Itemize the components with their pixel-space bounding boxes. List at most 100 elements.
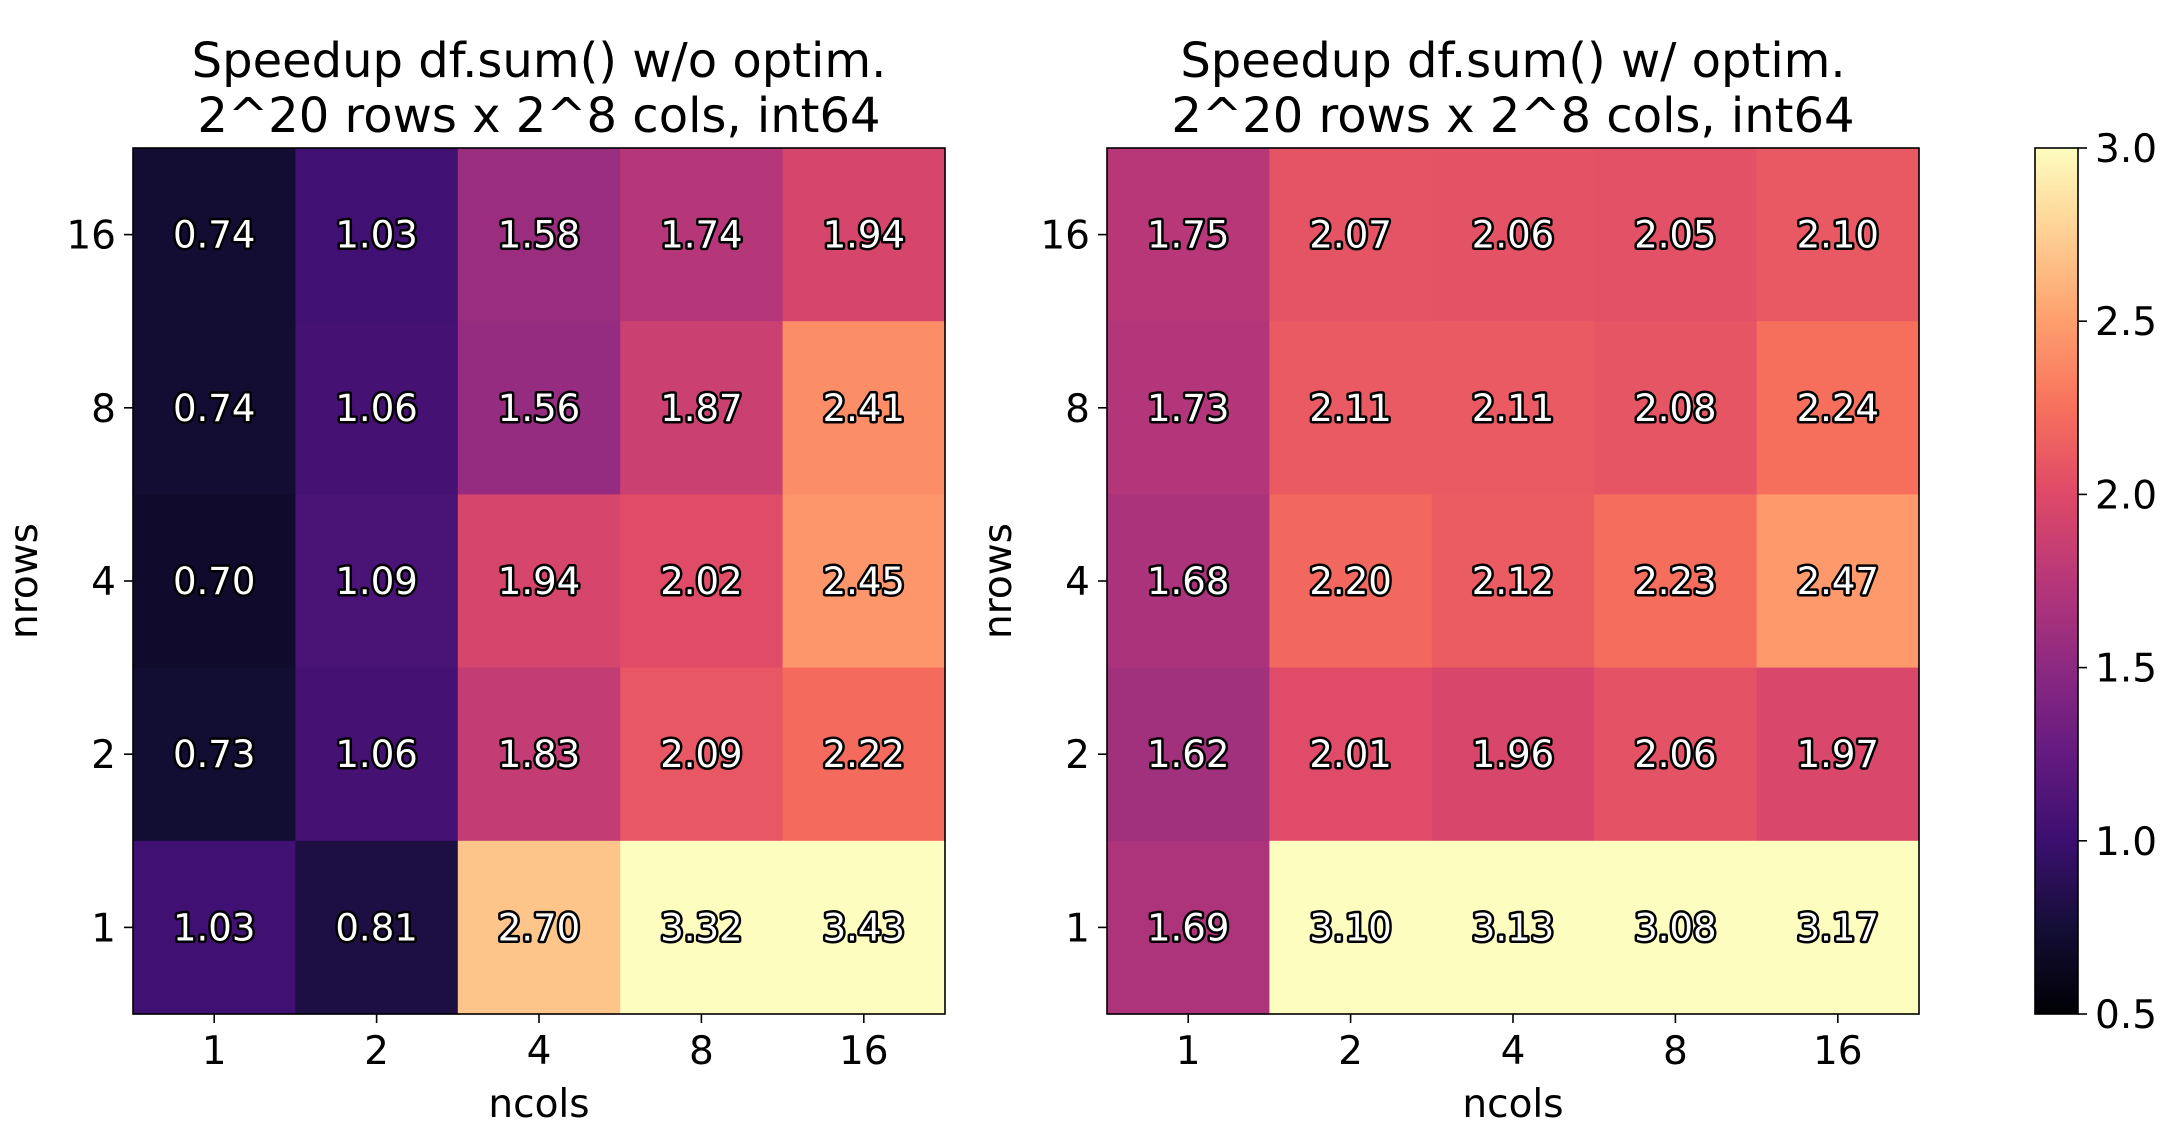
heatmap-cell [133, 840, 296, 1015]
heatmap-cell-label: 2.07 [1309, 214, 1391, 257]
heatmap-cell [295, 667, 459, 842]
x-tick-label: 16 [839, 1029, 889, 1074]
heatmap-cell-label: 1.69 [1147, 906, 1229, 949]
heatmap-cell [1431, 840, 1595, 1015]
y-tick-label: 2 [1065, 733, 1090, 778]
colorbar-gradient [2035, 148, 2078, 1014]
heatmap-cell-label: 1.83 [498, 733, 580, 776]
colorbar-frame [2034, 147, 2079, 1015]
heatmap-cell-label: 2.08 [1634, 387, 1716, 430]
heatmap-cell-label: 1.56 [498, 387, 580, 430]
colorbar: 0.5 1.0 1.5 2.0 2.5 3.0 [2034, 127, 2157, 1038]
heatmap-cell-label: 1.96 [1472, 733, 1554, 776]
heatmap-cell-label: 1.73 [1147, 387, 1229, 430]
heatmap-cell-label: 1.74 [660, 214, 742, 257]
heatmap-cell [1756, 494, 1920, 669]
heatmap-cell [1107, 321, 1270, 495]
heatmap-cell [782, 840, 946, 1015]
heatmap-cell [620, 148, 784, 322]
heatmap-cell [1269, 840, 1433, 1015]
colorbar-tick-label: 0.5 [2095, 993, 2157, 1038]
heatmap-cell [1107, 840, 1270, 1015]
colorbar-tick-label: 1.0 [2095, 820, 2157, 865]
heatmap-cell [1431, 494, 1595, 669]
heatmap-cell [295, 840, 459, 1015]
heatmap-cell-label: 1.09 [335, 560, 417, 603]
y-tick-label: 8 [1065, 387, 1090, 432]
y-tick-label: 2 [91, 733, 116, 778]
heatmap-cell [1269, 667, 1433, 842]
heatmap-cell [1107, 667, 1270, 842]
chart-title-line2: 2^20 rows x 2^8 cols, int64 [1171, 88, 1854, 144]
heatmap-cell [1594, 148, 1758, 322]
y-tick-label: 8 [91, 387, 116, 432]
heatmap-cell-label: 3.10 [1309, 906, 1391, 949]
heatmap-cell-label: 1.97 [1797, 733, 1879, 776]
heatmap-cell [1269, 321, 1433, 495]
colorbar-tick-label: 3.0 [2095, 127, 2157, 172]
heatmap-cell-label: 3.17 [1797, 906, 1879, 949]
heatmap-cell [782, 667, 946, 842]
x-tick-label: 8 [1663, 1029, 1688, 1074]
heatmap-cell [457, 321, 621, 495]
y-tick-label: 16 [66, 214, 116, 259]
chart-title-line1: Speedup df.sum() w/ optim. [1180, 33, 1845, 89]
y-tick-label: 4 [1065, 560, 1090, 605]
heatmap-cell [620, 840, 784, 1015]
heatmap-cell-label: 0.73 [173, 733, 255, 776]
x-tick-label: 4 [1501, 1029, 1526, 1074]
heatmap-cell-label: 2.20 [1309, 560, 1391, 603]
heatmap-cell-label: 2.06 [1634, 733, 1716, 776]
heatmap-cell [1756, 667, 1920, 842]
heatmap-cell [620, 667, 784, 842]
heatmap-cell-label: 1.03 [173, 906, 255, 949]
heatmap-cell-label: 1.58 [498, 214, 580, 257]
x-tick-label: 8 [689, 1029, 714, 1074]
y-axis-label: nrows [2, 523, 47, 639]
heatmap-cell-label: 2.05 [1634, 214, 1716, 257]
heatmap-cell [1431, 667, 1595, 842]
heatmap-cell-label: 3.13 [1472, 906, 1554, 949]
heatmap-cell [1269, 494, 1433, 669]
x-tick-label: 1 [1176, 1029, 1201, 1074]
heatmap-cell-label: 1.68 [1147, 560, 1229, 603]
y-tick-label: 1 [91, 906, 116, 951]
heatmap-cell [1756, 321, 1920, 495]
heatmap-cell-label: 3.43 [823, 906, 905, 949]
heatmap-cell-label: 0.81 [335, 906, 417, 949]
y-tick-label: 16 [1040, 214, 1090, 259]
x-axis-label: ncols [488, 1082, 589, 1127]
heatmap-cell [295, 321, 459, 495]
heatmap-cell [133, 148, 296, 322]
x-tick-label: 4 [527, 1029, 552, 1074]
y-tick-label: 4 [91, 560, 116, 605]
heatmap-cell-label: 2.02 [660, 560, 742, 603]
heatmap-cell [457, 667, 621, 842]
heatmap-cell [1756, 840, 1920, 1015]
heatmap-cell [1431, 321, 1595, 495]
colorbar-tick-label: 2.5 [2095, 300, 2157, 345]
heatmap-cell [295, 148, 459, 322]
heatmap-cell [1594, 667, 1758, 842]
heatmap-cell-label: 2.01 [1309, 733, 1391, 776]
heatmap-panel-left: Speedup df.sum() w/o optim.2^20 rows x 2… [2, 33, 946, 1127]
heatmap-cell-label: 1.87 [660, 387, 742, 430]
heatmap-cell-label: 0.74 [173, 214, 255, 257]
heatmap-cell [1756, 148, 1920, 322]
y-tick-label: 1 [1065, 906, 1090, 951]
heatmap-cell [295, 494, 459, 669]
heatmap-cell-label: 1.06 [335, 387, 417, 430]
heatmap-cell-label: 1.03 [335, 214, 417, 257]
heatmap-cell [1107, 148, 1270, 322]
heatmap-cell [782, 148, 946, 322]
heatmap-cell-label: 2.06 [1472, 214, 1554, 257]
x-axis-label: ncols [1462, 1082, 1563, 1127]
heatmap-cell [782, 494, 946, 669]
colorbar-tick-label: 1.5 [2095, 647, 2157, 692]
heatmap-panel-right: Speedup df.sum() w/ optim.2^20 rows x 2^… [976, 33, 1920, 1127]
heatmap-cell-label: 2.45 [823, 560, 905, 603]
x-tick-label: 2 [364, 1029, 389, 1074]
heatmap-cell-label: 2.11 [1472, 387, 1554, 430]
heatmap-cell [457, 148, 621, 322]
